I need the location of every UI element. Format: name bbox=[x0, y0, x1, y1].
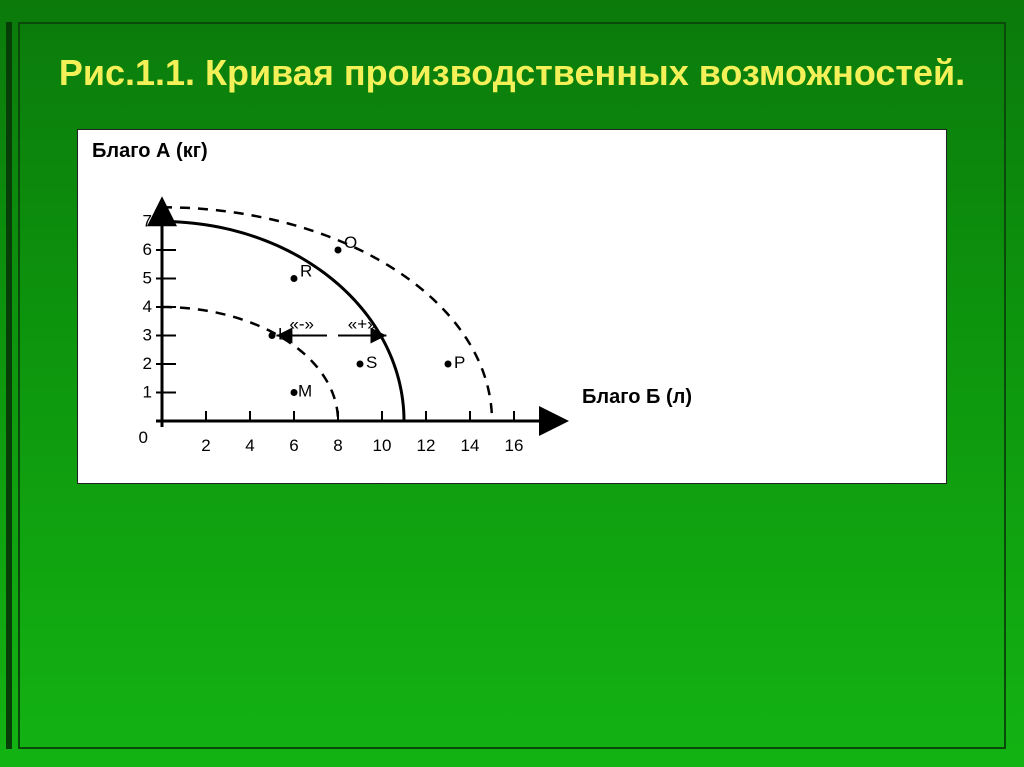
svg-text:1: 1 bbox=[143, 383, 152, 402]
svg-text:3: 3 bbox=[143, 326, 152, 345]
slide-title: Рис.1.1. Кривая производственных возможн… bbox=[56, 50, 968, 95]
svg-text:«-»: «-» bbox=[289, 315, 314, 334]
svg-text:4: 4 bbox=[143, 297, 152, 316]
ppf-chart: Благо А (кг) 12345672468101214160«-»«+»O… bbox=[77, 129, 947, 484]
svg-text:S: S bbox=[366, 353, 377, 372]
svg-text:5: 5 bbox=[143, 269, 152, 288]
svg-text:6: 6 bbox=[143, 240, 152, 259]
svg-text:7: 7 bbox=[143, 212, 152, 231]
svg-text:0: 0 bbox=[139, 428, 148, 447]
y-axis-title: Благо А (кг) bbox=[92, 140, 934, 163]
svg-text:4: 4 bbox=[245, 436, 254, 455]
svg-text:6: 6 bbox=[289, 436, 298, 455]
svg-text:«+»: «+» bbox=[348, 315, 377, 334]
svg-text:8: 8 bbox=[333, 436, 342, 455]
svg-text:L: L bbox=[278, 325, 287, 344]
svg-text:2: 2 bbox=[143, 354, 152, 373]
svg-text:14: 14 bbox=[461, 436, 480, 455]
svg-text:16: 16 bbox=[505, 436, 524, 455]
svg-text:P: P bbox=[454, 353, 465, 372]
svg-text:12: 12 bbox=[417, 436, 436, 455]
svg-text:R: R bbox=[300, 262, 312, 281]
svg-text:2: 2 bbox=[201, 436, 210, 455]
svg-text:O: O bbox=[344, 233, 357, 252]
svg-text:Благо Б (л): Благо Б (л) bbox=[582, 386, 692, 408]
svg-text:M: M bbox=[298, 382, 312, 401]
chart-canvas: 12345672468101214160«-»«+»ORLSPMБлаго Б … bbox=[92, 169, 932, 469]
svg-text:10: 10 bbox=[373, 436, 392, 455]
